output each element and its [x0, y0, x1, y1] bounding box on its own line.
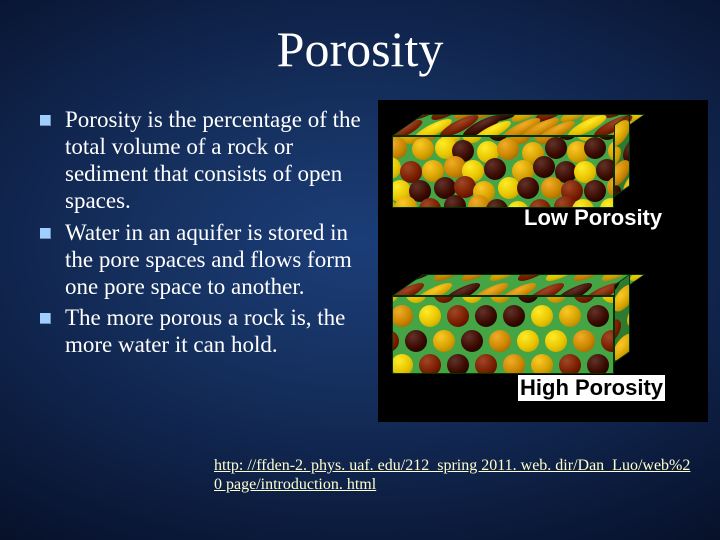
porosity-figure: Low Porosity High Porosity	[378, 100, 708, 422]
bullet-icon	[40, 313, 51, 324]
high-porosity-brick-side	[614, 274, 630, 363]
bullet-text: Water in an aquifer is stored in the por…	[65, 219, 370, 300]
list-item: Porosity is the percentage of the total …	[40, 106, 370, 215]
low-porosity-label: Low Porosity	[524, 205, 662, 231]
bullet-icon	[40, 115, 51, 126]
high-porosity-brick-top	[392, 274, 645, 296]
low-porosity-brick-side	[614, 114, 630, 197]
list-item: Water in an aquifer is stored in the por…	[40, 219, 370, 300]
slide-title: Porosity	[0, 20, 720, 78]
low-porosity-brick-top	[392, 114, 645, 136]
bullet-text: Porosity is the percentage of the total …	[65, 106, 370, 215]
high-porosity-brick	[392, 296, 614, 374]
source-link[interactable]: http: //ffden-2. phys. uaf. edu/212_spri…	[214, 457, 695, 495]
bullet-list: Porosity is the percentage of the total …	[40, 106, 370, 362]
list-item: The more porous a rock is, the more wate…	[40, 304, 370, 358]
slide: Porosity Porosity is the percentage of t…	[0, 0, 720, 540]
low-porosity-brick	[392, 136, 614, 208]
high-porosity-label: High Porosity	[518, 375, 665, 401]
bullet-text: The more porous a rock is, the more wate…	[65, 304, 370, 358]
bullet-icon	[40, 228, 51, 239]
